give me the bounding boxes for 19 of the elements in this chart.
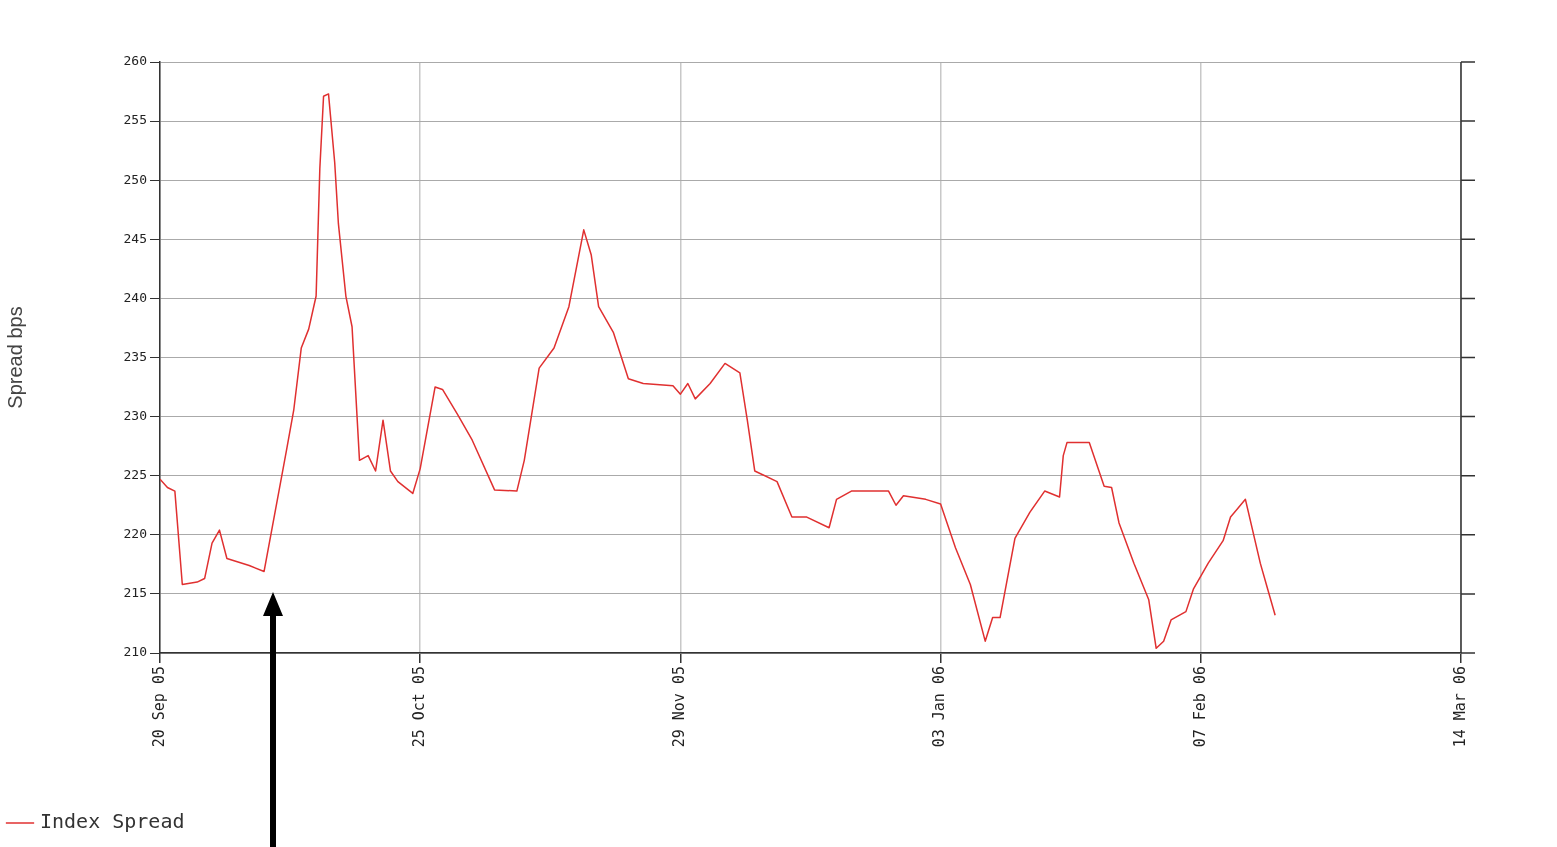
- x-tick-label: 03 Jan 06: [930, 666, 949, 748]
- y-tick-label: 240: [123, 289, 147, 305]
- y-tick-label: 250: [123, 171, 147, 187]
- y-tick-label: 220: [123, 526, 147, 542]
- y-tick-label: 235: [123, 348, 147, 364]
- x-tick-label: 20 Sep 05: [149, 666, 168, 748]
- y-tick-label: 260: [123, 53, 147, 69]
- x-tick-label: 07 Feb 06: [1190, 666, 1209, 748]
- y-tick-label: 230: [123, 407, 147, 423]
- y-tick-label: 245: [123, 230, 147, 246]
- legend-label: Index Spread: [40, 809, 185, 834]
- y-tick-label: 210: [123, 644, 147, 660]
- x-tick-label: 25 Oct 05: [410, 666, 429, 748]
- y-tick-label: 215: [123, 585, 147, 601]
- y-tick-label: 255: [123, 112, 147, 128]
- y-axis-title: Spread bps: [3, 306, 26, 409]
- x-tick-label: 29 Nov 05: [670, 666, 689, 748]
- x-tick-label: 14 Mar 06: [1450, 666, 1469, 748]
- y-tick-label: 225: [123, 467, 147, 483]
